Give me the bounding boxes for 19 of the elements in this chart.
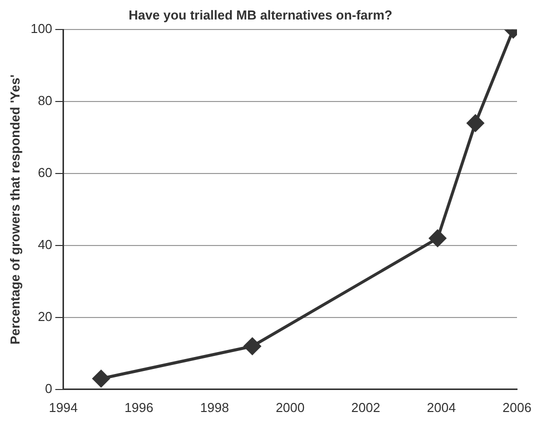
chart-title: Have you trialled MB alternatives on-farm? (128, 7, 392, 22)
y-tick-label: 60 (38, 165, 52, 180)
x-tick-label: 2002 (351, 400, 380, 415)
x-tick-label: 1998 (200, 400, 229, 415)
y-tick-label: 0 (45, 380, 52, 396)
x-tick-label: 2004 (426, 400, 456, 415)
point (92, 370, 110, 388)
x-tick-label: 1996 (124, 400, 154, 415)
x-tick-label: 2000 (276, 400, 305, 415)
y-tick-label: 100 (30, 21, 52, 36)
point (466, 114, 484, 132)
x-tick-label: 2006 (502, 400, 532, 415)
y-tick-label: 20 (38, 309, 52, 324)
x-tick-label: 1994 (48, 400, 78, 415)
point (244, 338, 261, 355)
y-axis-title: Percentage of growers that responded 'Yes' (7, 74, 22, 344)
point (429, 230, 446, 247)
y-tick-label: 80 (38, 93, 52, 108)
y-tick-label: 40 (38, 237, 52, 252)
